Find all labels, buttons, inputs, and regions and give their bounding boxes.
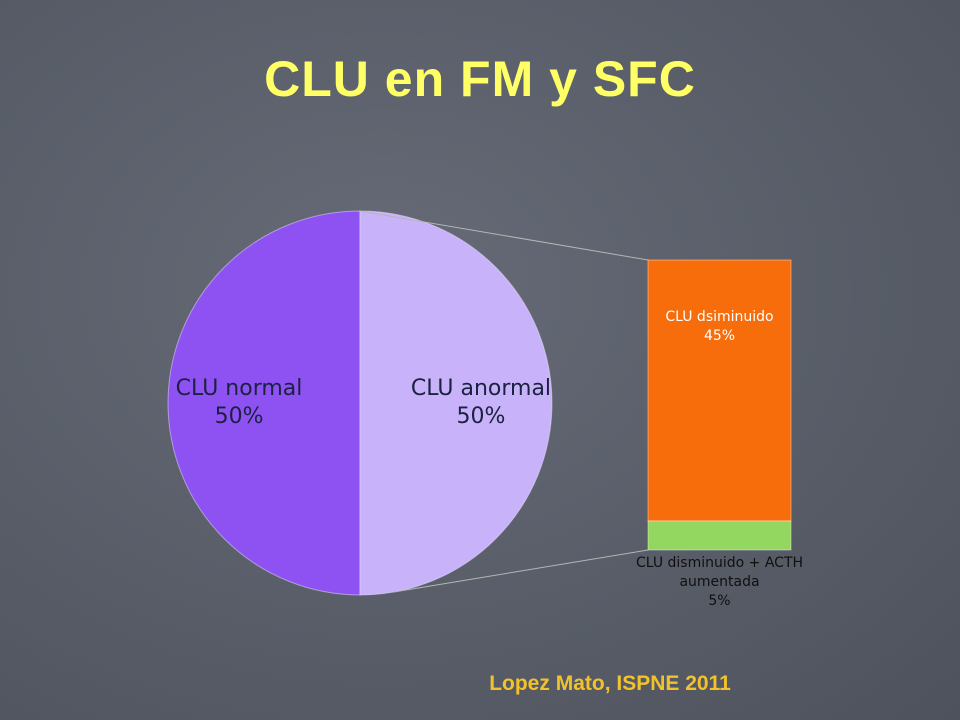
bar-segment xyxy=(647,259,792,522)
bar-category-label: CLU dsiminuido xyxy=(665,309,774,325)
bar-label: CLU disminuido + ACTH aumentada 5% xyxy=(625,554,815,611)
source-note: Lopez Mato, ISPNE 2011 xyxy=(489,672,731,695)
pie-slice xyxy=(167,210,361,596)
bar-segment xyxy=(647,520,792,551)
connector-line xyxy=(393,549,649,593)
pie-value-label: 50% xyxy=(456,404,506,429)
connector-line xyxy=(359,210,649,261)
pie-label: CLU normal 50% xyxy=(149,375,329,431)
slide-title: CLU en FM y SFC xyxy=(264,51,696,107)
bar-label: CLU dsiminuido 45% xyxy=(625,308,815,346)
bar-value-label: 45% xyxy=(703,328,736,344)
pie-label: CLU anormal 50% xyxy=(391,375,571,431)
pie-value-label: 50% xyxy=(214,404,264,429)
pie-category-label: CLU normal xyxy=(175,376,303,401)
bar-category-label: CLU disminuido + ACTH aumentada xyxy=(635,555,804,590)
pie-slice xyxy=(359,210,553,596)
bar-value-label: 5% xyxy=(708,593,731,609)
pie-category-label: CLU anormal xyxy=(410,376,552,401)
